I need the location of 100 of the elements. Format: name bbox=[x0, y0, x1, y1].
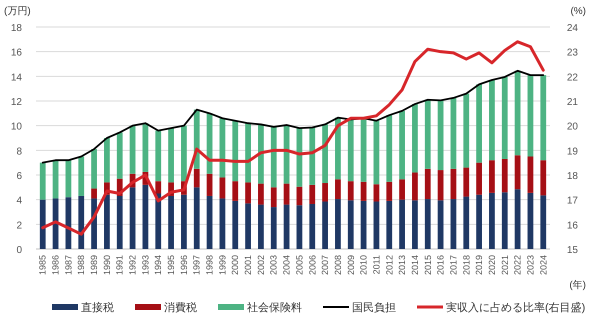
bar bbox=[374, 120, 380, 184]
bar bbox=[386, 200, 392, 249]
bar bbox=[450, 168, 456, 200]
bar bbox=[463, 168, 470, 197]
bar bbox=[130, 187, 136, 249]
legend-label: 消費税 bbox=[164, 301, 197, 314]
x-tick-label: 1991 bbox=[114, 255, 125, 276]
bar bbox=[424, 168, 431, 200]
bar bbox=[386, 182, 392, 201]
legend-label: 直接税 bbox=[81, 301, 114, 314]
bar bbox=[270, 126, 277, 188]
x-tick-label: 1993 bbox=[140, 255, 150, 276]
bar bbox=[220, 118, 226, 178]
bar bbox=[206, 174, 212, 196]
x-tick-label: 1998 bbox=[204, 255, 215, 276]
legend-label: 実収入に占める比率(右目盛) bbox=[446, 301, 586, 314]
y-tick-label: 2 bbox=[16, 220, 22, 232]
y2-axis-title: (%) bbox=[570, 6, 586, 17]
bar bbox=[514, 70, 520, 156]
y2-tick-label: 18 bbox=[566, 171, 578, 182]
bar bbox=[514, 189, 520, 249]
bar bbox=[399, 179, 405, 200]
bar bbox=[258, 204, 264, 249]
bar bbox=[424, 100, 431, 169]
x-tick-label: 2014 bbox=[410, 255, 420, 276]
bar bbox=[104, 138, 110, 182]
bar bbox=[206, 196, 212, 249]
bar bbox=[40, 200, 46, 249]
bar bbox=[296, 205, 302, 249]
x-tick-label: 2003 bbox=[268, 255, 279, 276]
bar bbox=[104, 194, 110, 249]
bar bbox=[232, 200, 238, 249]
x-tick-label: 1999 bbox=[217, 255, 228, 276]
bar bbox=[284, 125, 290, 184]
x-tick-label: 2018 bbox=[461, 255, 472, 276]
line-series bbox=[42, 70, 544, 164]
bar bbox=[322, 202, 328, 249]
bar bbox=[258, 124, 264, 184]
y-tick-label: 4 bbox=[16, 196, 22, 207]
bar bbox=[360, 118, 366, 182]
x-axis-title: (年) bbox=[569, 279, 586, 291]
x-tick-label: 2005 bbox=[294, 255, 304, 276]
bar bbox=[438, 200, 444, 249]
x-tick-label: 1996 bbox=[178, 255, 189, 276]
bar bbox=[52, 198, 58, 249]
bar bbox=[220, 198, 226, 249]
x-tick-label: 2008 bbox=[332, 255, 343, 276]
bar bbox=[476, 162, 482, 195]
y-tick-label: 6 bbox=[16, 171, 22, 182]
x-tick-label: 2024 bbox=[538, 255, 548, 276]
bar bbox=[540, 195, 546, 249]
y2-tick-label: 19 bbox=[566, 146, 578, 158]
y-tick-label: 8 bbox=[16, 146, 22, 158]
bar bbox=[450, 199, 456, 249]
bar bbox=[374, 184, 380, 202]
bar bbox=[528, 75, 534, 156]
bar bbox=[502, 76, 508, 159]
bar bbox=[142, 123, 148, 172]
bar bbox=[386, 115, 392, 182]
bar bbox=[489, 80, 495, 160]
y2-tick-label: 24 bbox=[566, 23, 578, 34]
x-tick-label: 2007 bbox=[320, 255, 330, 276]
bar bbox=[181, 126, 187, 182]
y-tick-label: 12 bbox=[10, 97, 22, 108]
bar bbox=[258, 184, 264, 205]
y2-tick-label: 22 bbox=[566, 72, 578, 84]
bar bbox=[322, 124, 328, 184]
bar bbox=[40, 162, 46, 200]
bar bbox=[348, 200, 354, 249]
y-axis-title: (万円) bbox=[4, 6, 31, 17]
bar bbox=[463, 94, 470, 168]
bar bbox=[245, 203, 251, 249]
y-tick-label: 18 bbox=[10, 23, 22, 34]
x-tick-label: 1985 bbox=[38, 255, 48, 276]
bar bbox=[528, 156, 534, 193]
bar bbox=[412, 104, 418, 173]
bar bbox=[309, 204, 316, 249]
x-tick-label: 2019 bbox=[474, 255, 484, 276]
bar bbox=[335, 179, 341, 200]
bar bbox=[78, 156, 84, 196]
bar bbox=[309, 184, 316, 204]
bar bbox=[296, 128, 302, 187]
x-tick-label: 2021 bbox=[500, 255, 510, 276]
bar bbox=[322, 183, 328, 202]
bar bbox=[399, 110, 405, 180]
bar bbox=[450, 98, 456, 169]
bar bbox=[489, 160, 495, 193]
bar bbox=[360, 182, 366, 201]
y2-tick-label: 23 bbox=[566, 48, 578, 59]
bar bbox=[348, 120, 354, 182]
x-tick-label: 1989 bbox=[89, 255, 100, 276]
bar bbox=[502, 158, 508, 192]
bar bbox=[194, 168, 200, 188]
x-tick-label: 2002 bbox=[256, 255, 266, 276]
x-tick-label: 1995 bbox=[166, 255, 176, 276]
bar bbox=[438, 100, 444, 170]
bar bbox=[245, 123, 251, 182]
line-series bbox=[41, 40, 545, 236]
bar bbox=[232, 181, 238, 201]
bar bbox=[142, 184, 148, 249]
